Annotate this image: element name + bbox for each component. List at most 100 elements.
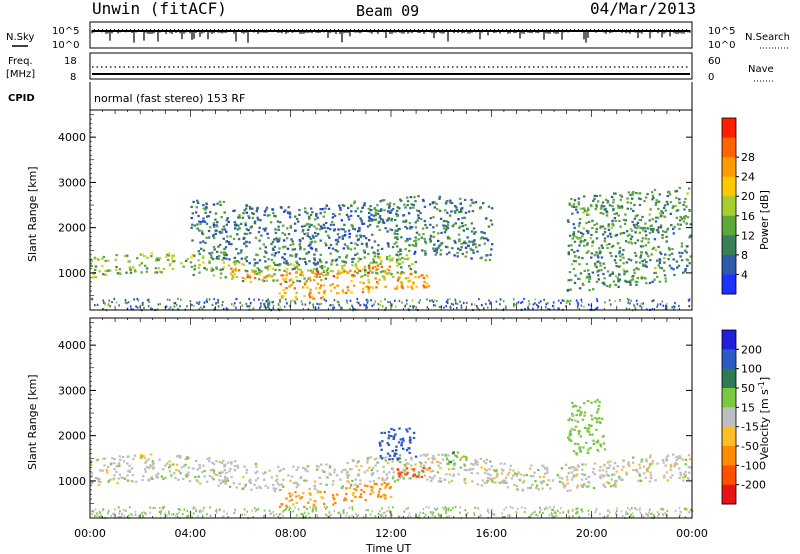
noise-cell (346, 301, 348, 304)
noise-cell (365, 299, 368, 302)
scatter-cell (587, 448, 590, 451)
scatter-cell (587, 485, 591, 488)
scatter-cell (563, 486, 566, 489)
scatter-cell (229, 235, 232, 238)
scatter-cell (506, 486, 510, 489)
scatter-cell (136, 257, 139, 260)
scatter-cell (662, 269, 666, 272)
scatter-cell (418, 233, 421, 236)
scatter-cell (370, 209, 373, 212)
noise-cell (487, 509, 489, 512)
noise-cell (555, 511, 557, 514)
noise-cell (630, 299, 632, 302)
scatter-cell (359, 482, 362, 486)
noise-cell (437, 513, 440, 516)
scatter-cell (195, 459, 198, 463)
scatter-cell (317, 291, 321, 294)
noise-cell (657, 514, 659, 518)
scatter-cell (382, 456, 385, 459)
scatter-cell (437, 464, 440, 467)
noise-cell (490, 301, 492, 304)
scatter-cell (356, 207, 359, 210)
scatter-cell (595, 227, 598, 231)
scatter-cell (378, 216, 381, 219)
scatter-cell (473, 232, 476, 235)
scatter-cell (435, 251, 438, 254)
scatter-cell (474, 243, 477, 246)
noise-cell (438, 514, 440, 517)
scatter-cell (568, 434, 572, 437)
noise-cell (263, 515, 265, 518)
scatter-cell (431, 201, 435, 204)
noise-cell (107, 512, 109, 515)
noise-cell (278, 303, 280, 306)
scatter-cell (306, 222, 309, 225)
scatter-cell (468, 240, 471, 243)
scatter-cell (303, 283, 307, 286)
scatter-cell (684, 214, 687, 218)
noise-cell (523, 510, 526, 514)
cpid-text: normal (fast stereo) 153 RF (94, 92, 245, 105)
scatter-cell (459, 210, 463, 213)
scatter-cell (384, 227, 387, 230)
scatter-cell (612, 209, 615, 212)
noise-cell (309, 301, 311, 304)
scatter-cell (244, 257, 247, 260)
scatter-cell (661, 215, 665, 218)
noise-cell (408, 512, 411, 515)
scatter-cell (436, 471, 440, 474)
scatter-cell (473, 201, 476, 204)
noise-cell (544, 508, 546, 511)
scatter-cell (410, 203, 413, 206)
scatter-cell (409, 456, 413, 459)
scatter-cell (225, 219, 228, 222)
scatter-cell (316, 491, 319, 494)
noise-cell (609, 511, 611, 514)
noise-cell (165, 305, 168, 308)
noise-cell (520, 301, 522, 304)
scatter-cell (255, 210, 258, 213)
scatter-cell (299, 497, 302, 500)
noise-cell (343, 509, 345, 512)
noise-cell (404, 305, 406, 308)
noise-cell (449, 305, 452, 308)
noise-cell (521, 506, 523, 509)
scatter-cell (544, 467, 547, 470)
scatter-cell (244, 277, 247, 280)
scatter-cell (593, 197, 596, 200)
scatter-cell (319, 490, 322, 493)
scatter-cell (601, 225, 605, 228)
noise-cell (575, 507, 577, 511)
scatter-cell (298, 238, 301, 242)
scatter-cell (683, 215, 686, 218)
scatter-cell (383, 431, 386, 434)
scatter-cell (448, 214, 452, 217)
noise-cell (604, 301, 606, 304)
scatter-cell (312, 297, 316, 300)
scatter-cell (591, 240, 595, 243)
scatter-cell (664, 209, 667, 212)
noise-cell (328, 511, 331, 514)
scatter-cell (367, 252, 370, 256)
noise-cell (493, 513, 496, 516)
scatter-cell (664, 277, 667, 280)
scatter-cell (424, 242, 428, 245)
scatter-cell (205, 215, 209, 218)
scatter-cell (565, 475, 569, 478)
scatter-cell (297, 263, 301, 267)
scatter-cell (400, 443, 403, 447)
scatter-cell (380, 448, 383, 451)
scatter-cell (445, 226, 449, 229)
scatter-cell (486, 476, 490, 479)
scatter-cell (623, 270, 626, 273)
noise-cell (633, 304, 635, 307)
scatter-cell (662, 461, 665, 464)
scatter-cell (252, 212, 255, 215)
scatter-cell (626, 234, 629, 237)
noise-cell (595, 509, 597, 512)
noise-cell (620, 510, 623, 513)
scatter-cell (644, 230, 647, 233)
scatter-cell (231, 270, 234, 273)
scatter-cell (580, 478, 584, 481)
scatter-cell (257, 271, 261, 274)
